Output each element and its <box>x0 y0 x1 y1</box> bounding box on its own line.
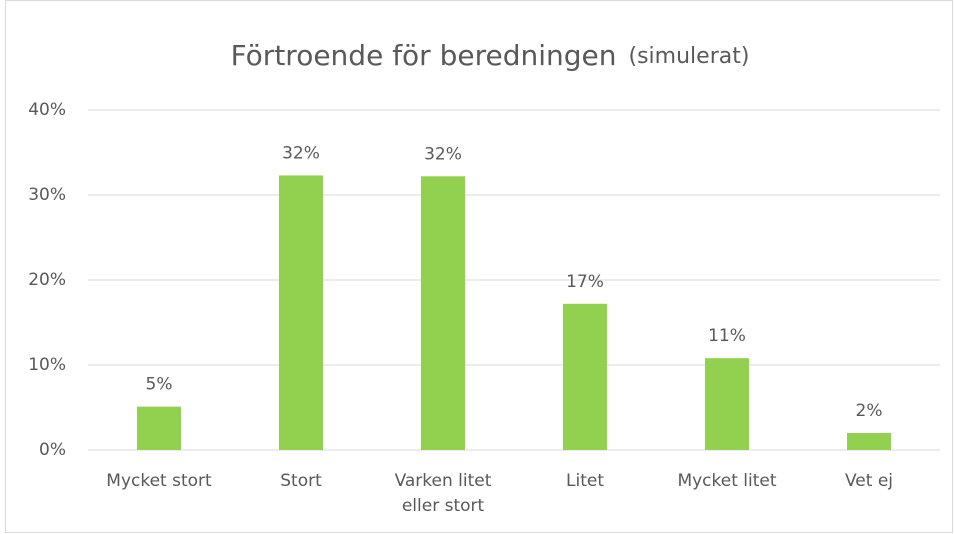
y-tick-label: 20% <box>28 270 66 290</box>
bar <box>279 175 323 450</box>
bar <box>705 358 749 450</box>
x-tick-label: Mycket stort <box>106 471 212 491</box>
chart-border <box>5 0 953 533</box>
x-tick-label: Mycket litet <box>677 471 777 491</box>
data-label: 32% <box>282 143 320 163</box>
chart-title: Förtroende för beredningen (simulerat) <box>231 39 750 72</box>
x-tick-label: Litet <box>566 471 604 491</box>
x-tick-label: Vet ej <box>844 471 894 491</box>
title-main: Förtroende för beredningen <box>231 39 617 72</box>
data-label: 11% <box>708 326 746 346</box>
x-tick-label: Stort <box>280 471 322 491</box>
bar <box>563 303 607 450</box>
data-label: 2% <box>856 401 883 421</box>
bar <box>421 176 465 451</box>
y-tick-label: 0% <box>39 440 66 460</box>
y-tick-label: 10% <box>28 355 66 375</box>
data-label: 32% <box>424 144 462 164</box>
bar <box>137 406 181 450</box>
title-sub: (simulerat) <box>629 44 750 69</box>
data-label: 17% <box>566 272 604 292</box>
bar <box>847 433 891 450</box>
x-tick-label: Varken litet eller stort <box>394 471 492 516</box>
y-tick-label: 30% <box>28 185 66 205</box>
y-tick-label: 40% <box>28 100 66 120</box>
data-label: 5% <box>146 375 173 395</box>
